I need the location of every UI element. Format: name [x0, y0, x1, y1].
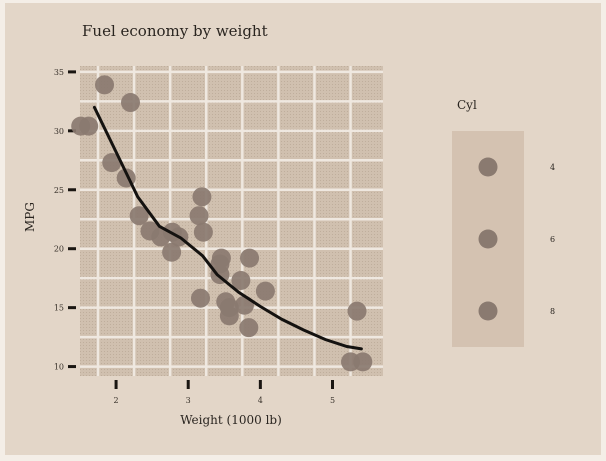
y-tick-label: 25	[54, 186, 64, 195]
data-point	[240, 249, 259, 268]
x-tick-label: 4	[258, 396, 263, 405]
legend-key-6	[479, 230, 498, 249]
data-point	[192, 187, 211, 206]
legend-key-8	[479, 302, 498, 321]
data-point	[190, 206, 209, 225]
chart-title: Fuel economy by weight	[82, 22, 268, 40]
chart-figure: Fuel economy by weight 10 15 20 25 30 35 2 3 4 5…	[5, 3, 601, 455]
data-point	[348, 302, 367, 321]
data-point	[353, 352, 372, 371]
legend-title: Cyl	[457, 98, 477, 112]
data-point	[239, 318, 258, 337]
data-point	[235, 296, 254, 315]
y-tick-label: 20	[54, 245, 64, 254]
y-axis-title: MPG	[23, 202, 37, 232]
plot-panel	[80, 66, 383, 376]
y-tick-label: 15	[54, 304, 64, 313]
x-tick-label: 5	[330, 396, 335, 405]
x-tick-label: 3	[186, 396, 191, 405]
legend-label-4: 4	[550, 163, 555, 172]
x-tick-label: 2	[114, 396, 119, 405]
x-axis-title: Weight (1000 lb)	[180, 413, 282, 427]
data-point	[121, 93, 140, 112]
fuel-economy-chart: Fuel economy by weight 10 15 20 25 30 35 2 3 4 5…	[5, 3, 601, 455]
y-tick-label: 10	[54, 363, 64, 372]
y-tick-label: 35	[54, 68, 64, 77]
legend-label-8: 8	[550, 307, 555, 316]
legend-label-6: 6	[550, 235, 555, 244]
y-tick-label: 30	[54, 127, 64, 136]
y-axis: 10 15 20 25 30 35	[54, 68, 76, 372]
legend: Cyl 4 6 8	[452, 98, 555, 347]
data-point	[256, 282, 275, 301]
x-axis: 2 3 4 5	[114, 380, 336, 405]
data-point	[95, 75, 114, 94]
data-point	[191, 289, 210, 308]
legend-key-4	[479, 158, 498, 177]
data-point	[194, 223, 213, 242]
data-point	[212, 249, 231, 268]
data-point	[79, 117, 98, 136]
